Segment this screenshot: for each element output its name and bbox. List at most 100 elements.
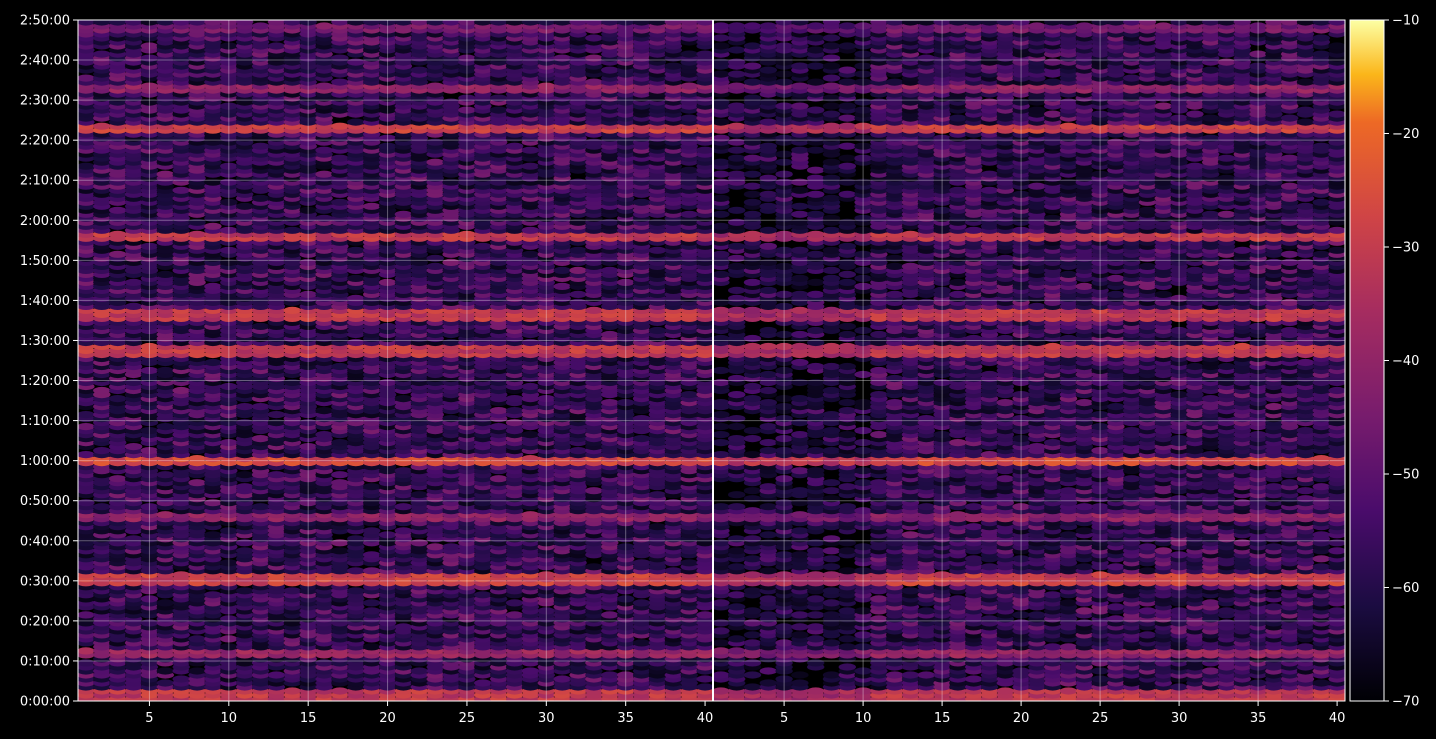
heatmap-cell — [505, 419, 524, 427]
heatmap-cell — [124, 278, 143, 286]
heatmap-cell — [505, 599, 524, 607]
heatmap-cell — [204, 591, 222, 599]
heatmap-cell — [78, 499, 95, 507]
heatmap-cell — [236, 587, 254, 595]
heatmap-cell — [78, 611, 95, 619]
heatmap-cell — [648, 246, 667, 254]
heatmap-cell — [601, 218, 619, 226]
heatmap-cell — [315, 431, 333, 439]
heatmap-cell — [156, 471, 174, 479]
heatmap-cell — [204, 531, 222, 539]
heatmap-cell — [521, 511, 540, 519]
heatmap-cell — [156, 667, 174, 675]
heatmap-cell — [204, 282, 222, 290]
heatmap-cell — [490, 475, 508, 483]
heatmap-cell — [93, 447, 111, 455]
heatmap-cell — [156, 423, 174, 431]
heatmap-cell — [251, 403, 270, 411]
heatmap-cell — [585, 306, 603, 314]
heatmap-cell — [93, 386, 111, 395]
heatmap-cell — [204, 178, 222, 186]
heatmap-cell — [172, 386, 190, 395]
heatmap-cell — [109, 395, 127, 403]
heatmap-cell — [442, 178, 460, 186]
heatmap-cell — [664, 499, 682, 507]
heatmap-cell — [172, 186, 190, 194]
heatmap-cell — [505, 611, 524, 619]
heatmap-cell — [267, 671, 286, 679]
heatmap-cell — [505, 407, 524, 415]
heatmap-cell — [109, 250, 127, 258]
heatmap-cell — [283, 687, 301, 695]
heatmap-cell — [363, 483, 381, 491]
heatmap-cell — [124, 443, 143, 451]
heatmap-cell — [490, 423, 508, 431]
heatmap-cell — [363, 527, 381, 535]
heatmap-cell — [569, 218, 587, 226]
heatmap-cell — [601, 330, 619, 339]
heatmap-cell — [363, 643, 381, 651]
heatmap-cell — [680, 391, 698, 399]
heatmap-cell — [347, 587, 365, 595]
heatmap-cell — [347, 294, 365, 302]
heatmap-cell — [601, 399, 619, 407]
heatmap-cell — [696, 683, 714, 691]
heatmap-cell — [220, 643, 238, 651]
heatmap-cell — [331, 479, 349, 487]
heatmap-cell — [632, 198, 651, 206]
heatmap-cell — [664, 567, 682, 575]
heatmap-cell — [410, 667, 428, 675]
heatmap-cell — [236, 419, 254, 427]
heatmap-cell — [236, 202, 254, 210]
heatmap-cell — [569, 447, 587, 455]
heatmap-cell — [680, 210, 698, 218]
heatmap-cell — [474, 242, 492, 250]
heatmap-cell — [204, 358, 222, 367]
heatmap-cell — [267, 419, 286, 427]
heatmap-cell — [347, 274, 365, 282]
heatmap-cell — [474, 679, 492, 687]
heatmap-cell — [283, 587, 301, 595]
heatmap-cell — [394, 527, 413, 535]
heatmap-cell — [172, 675, 190, 683]
heatmap-cell — [315, 214, 333, 222]
heatmap-cell — [331, 362, 349, 371]
heatmap-cell — [410, 491, 428, 499]
heatmap-cell — [442, 415, 460, 423]
heatmap-cell — [521, 250, 540, 258]
heatmap-cell — [569, 178, 587, 186]
heatmap-cell — [569, 246, 587, 254]
heatmap-cell — [632, 415, 651, 423]
heatmap-cell — [109, 206, 127, 214]
heatmap-cell — [521, 431, 540, 439]
heatmap-cell — [204, 222, 222, 230]
heatmap-cell — [220, 635, 238, 643]
heatmap-cell — [283, 226, 301, 234]
heatmap-cell — [331, 547, 349, 555]
heatmap-cell — [394, 503, 413, 511]
heatmap-cell — [109, 230, 127, 238]
heatmap-cell — [188, 635, 206, 643]
heatmap-cell — [569, 266, 587, 274]
heatmap-cell — [521, 667, 540, 675]
heatmap-cell — [394, 210, 413, 218]
heatmap-cell — [363, 551, 381, 559]
heatmap-cell — [601, 266, 619, 274]
heatmap-cell — [204, 499, 222, 507]
heatmap-cell — [394, 395, 413, 403]
heatmap-cell — [347, 246, 365, 254]
heatmap-cell — [696, 611, 714, 619]
heatmap-cell — [315, 659, 333, 667]
heatmap-cell — [553, 675, 571, 683]
heatmap-cell — [156, 679, 174, 687]
heatmap-cell — [648, 523, 667, 531]
heatmap-cell — [251, 322, 270, 330]
heatmap-cell — [648, 218, 667, 226]
heatmap-cell — [521, 226, 540, 234]
heatmap-cell — [315, 407, 333, 415]
heatmap-cell — [78, 423, 95, 431]
heatmap-cell — [267, 471, 286, 479]
heatmap-cell — [78, 647, 95, 655]
heatmap-cell — [569, 290, 587, 298]
heatmap-cell — [220, 615, 238, 623]
